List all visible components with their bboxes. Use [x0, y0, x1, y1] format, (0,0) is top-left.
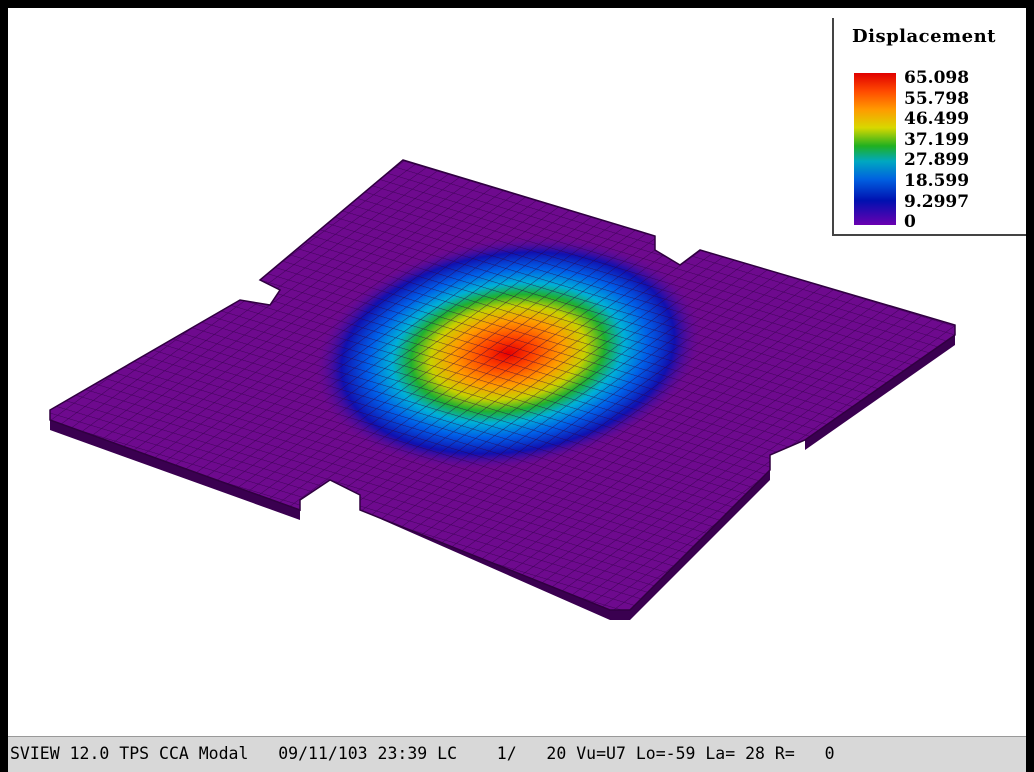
color-bar [854, 73, 896, 225]
legend-label: 0 [904, 212, 969, 233]
legend-label: 37.199 [904, 130, 969, 151]
legend-label: 55.798 [904, 89, 969, 110]
status-text: SVIEW 12.0 TPS CCA Modal 09/11/103 23:39… [10, 744, 835, 763]
legend-title: Displacement [852, 26, 996, 47]
legend-label: 18.599 [904, 171, 969, 192]
legend-label: 9.2997 [904, 192, 969, 213]
legend-label: 27.899 [904, 150, 969, 171]
legend-label: 46.499 [904, 109, 969, 130]
status-bar: SVIEW 12.0 TPS CCA Modal 09/11/103 23:39… [8, 736, 1026, 772]
app-window: {"legend": {"title": "Displacement", "la… [0, 0, 1034, 772]
legend-label: 65.098 [904, 68, 969, 89]
